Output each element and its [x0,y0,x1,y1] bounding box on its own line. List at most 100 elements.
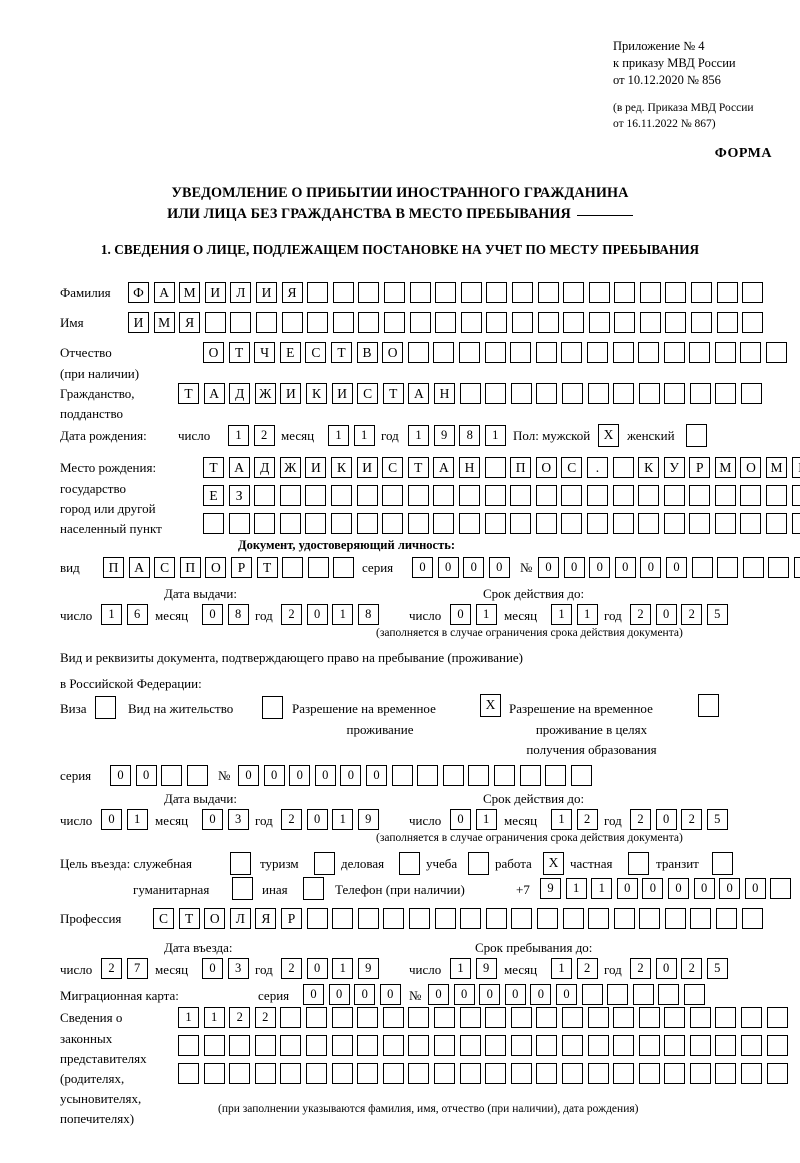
char-cell[interactable] [331,1007,353,1028]
char-cell[interactable] [357,1007,379,1028]
char-cell[interactable]: Е [279,342,301,363]
char-cell[interactable]: А [128,557,150,578]
char-cell[interactable] [409,282,431,303]
char-cell[interactable] [510,383,532,404]
char-cell[interactable] [459,1063,481,1084]
char-cell[interactable] [714,342,736,363]
char-cell[interactable]: 0 [306,604,328,625]
char-cell[interactable]: 1 [332,604,354,625]
char-cell[interactable] [203,513,224,534]
char-cell[interactable] [357,908,379,929]
char-cell[interactable] [435,282,457,303]
char-cell[interactable] [791,485,800,506]
char-cell[interactable] [588,282,610,303]
char-cell[interactable]: 6 [126,604,148,625]
char-cell[interactable] [460,908,482,929]
char-cell[interactable]: 0 [665,557,687,578]
char-cell[interactable] [665,312,687,333]
char-cell[interactable] [203,1035,225,1056]
char-cell[interactable]: С [382,457,404,478]
char-cell[interactable]: О [205,557,227,578]
char-cell[interactable] [587,1063,609,1084]
char-cell[interactable] [766,513,788,534]
char-cell[interactable] [254,513,276,534]
char-cell[interactable]: 0 [101,809,122,830]
char-cell[interactable]: 1 [551,958,572,979]
char-cell[interactable]: Е [203,485,224,506]
char-cell[interactable] [435,312,457,333]
char-cell[interactable] [741,1007,763,1028]
char-cell[interactable] [742,557,764,578]
char-cell[interactable]: У [663,457,685,478]
char-cell[interactable] [588,312,610,333]
char-cell[interactable]: 0 [744,878,766,899]
char-cell[interactable] [305,485,327,506]
char-cell[interactable]: 0 [655,958,677,979]
char-cell[interactable] [536,1063,558,1084]
purpose-private-checkbox[interactable] [628,852,649,875]
char-cell[interactable] [282,557,304,578]
char-cell[interactable]: Т [228,342,250,363]
char-cell[interactable] [561,1007,583,1028]
char-cell[interactable]: 0 [110,765,131,786]
char-cell[interactable]: 9 [357,809,379,830]
char-cell[interactable] [638,383,660,404]
purpose-study-checkbox[interactable] [468,852,489,875]
char-cell[interactable] [460,282,482,303]
char-cell[interactable] [307,282,329,303]
char-cell[interactable]: 0 [379,984,401,1005]
char-cell[interactable]: . [586,457,608,478]
char-cell[interactable]: Я [179,312,201,333]
char-cell[interactable]: П [179,557,201,578]
char-cell[interactable]: С [357,383,379,404]
char-cell[interactable]: 2 [630,604,651,625]
char-cell[interactable] [766,342,788,363]
char-cell[interactable]: А [153,282,175,303]
char-cell[interactable] [587,383,609,404]
char-cell[interactable] [279,513,301,534]
char-cell[interactable] [716,908,738,929]
char-cell[interactable]: 0 [365,765,387,786]
char-cell[interactable] [741,908,763,929]
char-cell[interactable]: 0 [450,809,471,830]
char-cell[interactable] [638,485,660,506]
char-cell[interactable]: Д [229,383,251,404]
char-cell[interactable] [433,485,455,506]
char-cell[interactable]: Т [178,383,199,404]
char-cell[interactable] [537,312,559,333]
char-cell[interactable] [178,1063,199,1084]
char-cell[interactable] [587,1035,609,1056]
char-cell[interactable]: 2 [229,1007,251,1028]
char-cell[interactable]: 0 [306,958,328,979]
char-cell[interactable] [486,312,508,333]
char-cell[interactable] [612,485,634,506]
char-cell[interactable] [689,513,711,534]
residence-permit-checkbox[interactable] [262,696,283,719]
char-cell[interactable] [434,908,456,929]
char-cell[interactable]: 2 [576,958,598,979]
char-cell[interactable] [741,383,763,404]
char-cell[interactable] [766,1063,788,1084]
char-cell[interactable]: 0 [306,809,328,830]
char-cell[interactable]: 0 [488,557,510,578]
char-cell[interactable]: 0 [530,984,552,1005]
char-cell[interactable]: 9 [475,958,497,979]
char-cell[interactable]: 0 [616,878,638,899]
purpose-other-checkbox[interactable] [303,877,324,900]
char-cell[interactable] [658,984,680,1005]
char-cell[interactable] [632,984,654,1005]
char-cell[interactable] [614,282,636,303]
purpose-transit-checkbox[interactable] [712,852,733,875]
char-cell[interactable] [417,765,439,786]
char-cell[interactable] [307,312,329,333]
char-cell[interactable] [562,908,584,929]
char-cell[interactable] [281,312,303,333]
